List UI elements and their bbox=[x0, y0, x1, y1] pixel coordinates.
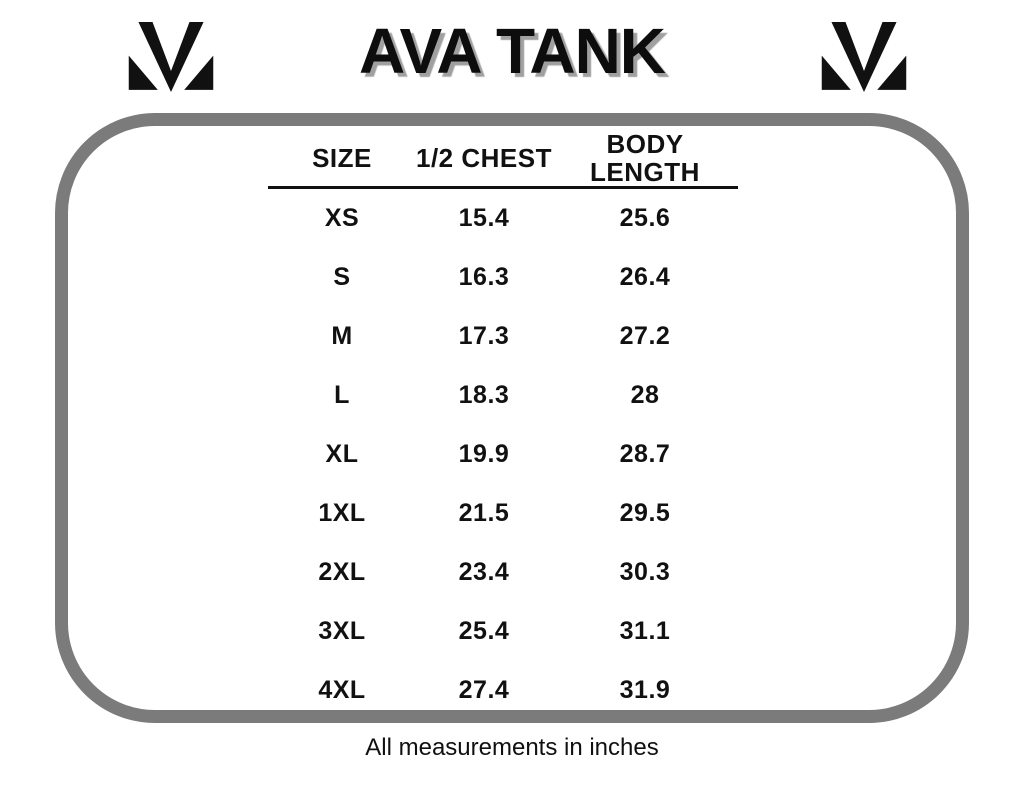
brand-logo-right bbox=[820, 22, 908, 92]
table-row: S 16.3 26.4 bbox=[268, 248, 738, 307]
table-header-row: SIZE 1/2 CHEST BODY LENGTH bbox=[268, 130, 738, 186]
body-length-cell: 31.1 bbox=[619, 617, 671, 645]
body-length-cell: 29.5 bbox=[619, 499, 671, 527]
half-chest-cell: 16.3 bbox=[458, 263, 510, 291]
size-cell: 2XL bbox=[318, 558, 366, 586]
brand-logo-left bbox=[127, 22, 215, 92]
half-chest-cell: 25.4 bbox=[458, 617, 510, 645]
column-header-size: SIZE bbox=[312, 143, 372, 173]
measurements-note: All measurements in inches bbox=[365, 734, 659, 761]
body-length-cell: 27.2 bbox=[619, 322, 671, 350]
table-row: M 17.3 27.2 bbox=[268, 307, 738, 366]
size-cell: M bbox=[331, 322, 353, 350]
size-cell: 4XL bbox=[318, 676, 366, 704]
half-chest-cell: 17.3 bbox=[458, 322, 510, 350]
header-divider-line bbox=[268, 186, 738, 189]
table-row: 2XL 23.4 30.3 bbox=[268, 543, 738, 602]
body-length-cell: 30.3 bbox=[619, 558, 671, 586]
half-chest-cell: 15.4 bbox=[458, 204, 510, 232]
table-row: 4XL 27.4 31.9 bbox=[268, 661, 738, 720]
body-length-cell: 28 bbox=[630, 381, 660, 409]
table-row: XL 19.9 28.7 bbox=[268, 425, 738, 484]
table-row: 3XL 25.4 31.1 bbox=[268, 602, 738, 661]
m-monogram-icon bbox=[821, 22, 907, 92]
m-monogram-icon bbox=[128, 22, 214, 92]
column-header-body-length-label: BODY LENGTH bbox=[590, 129, 700, 187]
column-header-half-chest: 1/2 CHEST bbox=[416, 143, 552, 173]
size-cell: 3XL bbox=[318, 617, 366, 645]
body-length-cell: 25.6 bbox=[619, 204, 671, 232]
half-chest-cell: 23.4 bbox=[458, 558, 510, 586]
half-chest-cell: 21.5 bbox=[458, 499, 510, 527]
table-row: XS 15.4 25.6 bbox=[268, 189, 738, 248]
body-length-cell: 28.7 bbox=[619, 440, 671, 468]
table-row: 1XL 21.5 29.5 bbox=[268, 484, 738, 543]
page-title: AVA TANK bbox=[358, 15, 666, 87]
size-cell: L bbox=[334, 381, 350, 409]
size-cell: XS bbox=[324, 204, 360, 232]
size-cell: S bbox=[333, 263, 351, 291]
size-chart-table: SIZE 1/2 CHEST BODY LENGTH XS 15.4 25.6 … bbox=[268, 130, 738, 720]
chart-frame-border bbox=[55, 113, 969, 723]
half-chest-cell: 27.4 bbox=[458, 676, 510, 704]
table-body: XS 15.4 25.6 S 16.3 26.4 M 17.3 27.2 L 1… bbox=[268, 189, 738, 720]
half-chest-cell: 19.9 bbox=[458, 440, 510, 468]
table-row: L 18.3 28 bbox=[268, 366, 738, 425]
body-length-cell: 31.9 bbox=[619, 676, 671, 704]
half-chest-cell: 18.3 bbox=[458, 381, 510, 409]
size-cell: XL bbox=[325, 440, 359, 468]
body-length-cell: 26.4 bbox=[619, 263, 671, 291]
column-header-body-length: BODY LENGTH bbox=[552, 130, 738, 186]
size-cell: 1XL bbox=[318, 499, 366, 527]
